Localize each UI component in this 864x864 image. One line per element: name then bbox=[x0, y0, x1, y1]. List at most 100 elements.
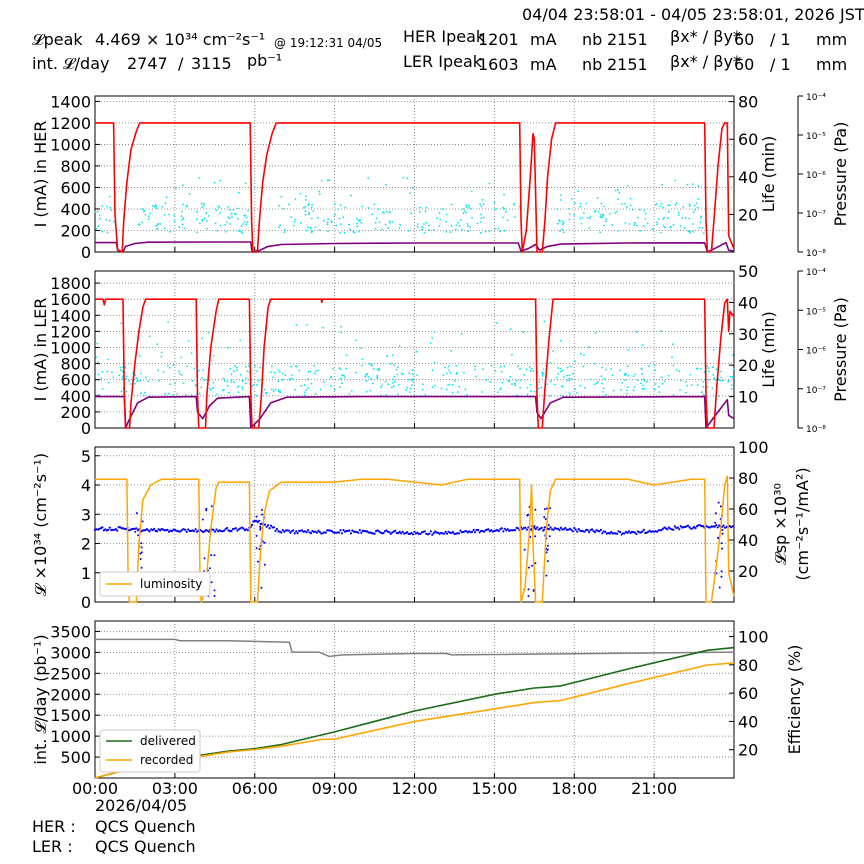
specific-lumi-point bbox=[534, 535, 537, 538]
specific-lumi-point bbox=[179, 530, 182, 533]
pressure-point bbox=[538, 381, 540, 384]
intl-unit: pb⁻¹ bbox=[247, 51, 283, 70]
pressure-point bbox=[350, 194, 353, 197]
pressure-point bbox=[281, 372, 284, 375]
pressure-point bbox=[304, 210, 307, 213]
pressure-point bbox=[519, 386, 522, 389]
pressure-point bbox=[636, 379, 639, 381]
pressure-point bbox=[463, 372, 465, 374]
y2tick-label: 20 bbox=[738, 741, 758, 760]
pressure-point bbox=[326, 221, 329, 224]
pressure-point bbox=[168, 213, 171, 216]
pressure-point bbox=[503, 365, 506, 368]
pressure-point bbox=[425, 206, 428, 209]
footer-ler-label: LER : bbox=[32, 837, 73, 856]
pressure-point bbox=[585, 202, 588, 205]
pressure-point bbox=[273, 371, 276, 374]
pressure-point bbox=[318, 229, 321, 231]
pressure-point bbox=[389, 363, 392, 365]
pressure-point bbox=[134, 382, 137, 385]
pressure-point bbox=[198, 177, 201, 179]
specific-lumi-point bbox=[309, 532, 313, 535]
pressure-point bbox=[681, 217, 684, 219]
pressure-point bbox=[700, 391, 703, 394]
pressure-point bbox=[529, 383, 532, 386]
pressure-point bbox=[729, 375, 732, 378]
ler-peak-value: 1603 bbox=[478, 55, 519, 74]
pressure-point bbox=[327, 218, 330, 220]
pressure-point bbox=[549, 395, 551, 397]
specific-lumi-point bbox=[193, 530, 196, 533]
pressure-point bbox=[447, 365, 450, 368]
pressure-point bbox=[467, 230, 470, 233]
y2tick-label: 20 bbox=[738, 356, 758, 375]
specific-lumi-point bbox=[258, 548, 261, 551]
pressure-point bbox=[658, 391, 661, 394]
pressure-point bbox=[326, 179, 329, 182]
specific-lumi-point bbox=[234, 527, 237, 530]
pressure-point bbox=[119, 366, 122, 369]
pressure-point bbox=[306, 323, 308, 326]
pressure-point bbox=[128, 380, 131, 382]
specific-lumi-point bbox=[678, 528, 681, 531]
y2tick-label: 80 bbox=[738, 469, 758, 488]
her-peak-label: HER Ipeak bbox=[403, 27, 486, 46]
pressure-point bbox=[411, 379, 413, 382]
pressure-point bbox=[106, 205, 108, 208]
pressure-point bbox=[596, 197, 599, 199]
pressure-point bbox=[588, 217, 591, 220]
pressure-point bbox=[371, 364, 374, 367]
pressure-point bbox=[627, 349, 630, 351]
pressure-point bbox=[717, 379, 720, 381]
pressure-point bbox=[181, 218, 184, 221]
pressure-point bbox=[377, 208, 380, 211]
pressure-point bbox=[318, 193, 321, 196]
specific-lumi-point bbox=[349, 532, 352, 535]
pressure-point bbox=[455, 224, 458, 227]
pressure-point bbox=[722, 379, 724, 382]
pressure-point bbox=[697, 198, 700, 201]
pressure-point bbox=[387, 383, 390, 386]
pressure-point bbox=[570, 378, 573, 380]
specific-lumi-point bbox=[543, 508, 546, 511]
y2tick-label: 60 bbox=[738, 684, 758, 703]
pressure-point bbox=[109, 206, 112, 209]
pressure-point bbox=[412, 381, 415, 383]
pressure-point bbox=[141, 221, 144, 224]
pressure-point bbox=[707, 367, 710, 369]
pressure-point bbox=[406, 177, 409, 180]
specific-lumi-point bbox=[718, 524, 721, 527]
pressure-point bbox=[639, 382, 642, 385]
ler-beta-label: βx* / βy* bbox=[670, 52, 741, 71]
ytick-label: 800 bbox=[60, 355, 91, 374]
y2label-3-unit: (cm⁻²s⁻¹/mA²) bbox=[793, 467, 812, 580]
specific-lumi-point bbox=[667, 526, 671, 529]
pressure-point bbox=[546, 383, 548, 386]
pressure-point bbox=[107, 358, 109, 361]
pressure-point bbox=[97, 373, 100, 376]
pressure-point bbox=[562, 221, 565, 224]
pressure-point bbox=[624, 222, 627, 224]
pressure-point bbox=[293, 224, 295, 227]
pressure-point bbox=[626, 389, 628, 392]
specific-lumi-point bbox=[587, 531, 591, 534]
pressure-point bbox=[563, 376, 565, 378]
pressure-point bbox=[499, 388, 502, 391]
pressure-point bbox=[207, 331, 210, 334]
pressure-point bbox=[455, 228, 457, 231]
pressure-point bbox=[440, 387, 443, 390]
pressure-point bbox=[494, 208, 496, 211]
y2tick-label: 10 bbox=[738, 388, 758, 407]
pressure-point bbox=[460, 333, 463, 335]
pressure-point bbox=[706, 386, 709, 388]
pressure-point bbox=[329, 385, 332, 387]
pressure-point bbox=[219, 179, 222, 182]
pressure-tick-label: 10⁻⁷ bbox=[806, 210, 826, 220]
pressure-point bbox=[236, 386, 239, 389]
pressure-point bbox=[155, 207, 158, 210]
xtick-label: 06:00 bbox=[232, 779, 278, 798]
pressure-point bbox=[305, 199, 307, 201]
pressure-point bbox=[230, 381, 233, 384]
specific-lumi-point bbox=[140, 546, 143, 549]
pressure-point bbox=[612, 389, 615, 392]
